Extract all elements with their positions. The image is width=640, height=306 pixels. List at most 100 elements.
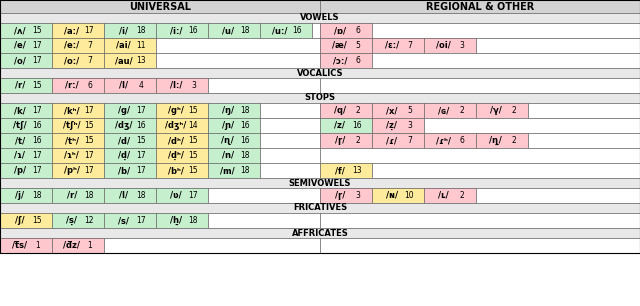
Bar — [320, 238, 640, 253]
Bar — [424, 103, 476, 118]
Text: /u:/: /u:/ — [272, 26, 287, 35]
Text: /ʟ/: /ʟ/ — [438, 191, 449, 200]
Text: 13: 13 — [353, 166, 362, 175]
Bar — [156, 188, 208, 203]
Text: SEMIVOWELS: SEMIVOWELS — [289, 178, 351, 188]
Bar — [0, 103, 52, 118]
Text: 11: 11 — [137, 41, 146, 50]
Text: 7: 7 — [87, 56, 92, 65]
Text: /f/: /f/ — [335, 166, 344, 175]
Text: 16: 16 — [241, 121, 250, 130]
Bar — [528, 103, 640, 118]
Bar — [104, 148, 156, 163]
Text: /e:/: /e:/ — [64, 41, 79, 50]
Text: 15: 15 — [33, 216, 42, 225]
Text: 17: 17 — [84, 106, 94, 115]
Text: 18: 18 — [241, 26, 250, 35]
Bar — [372, 38, 424, 53]
Text: /ẓ/: /ẓ/ — [387, 121, 397, 130]
Bar — [104, 133, 156, 148]
Text: 18: 18 — [137, 26, 146, 35]
Text: 17: 17 — [33, 166, 42, 175]
Text: 17: 17 — [33, 151, 42, 160]
Text: 7: 7 — [407, 41, 412, 50]
Bar — [476, 38, 640, 53]
Bar — [52, 133, 104, 148]
Text: /e/: /e/ — [14, 41, 26, 50]
Text: /l/: /l/ — [119, 191, 128, 200]
Text: /ɿ/: /ɿ/ — [14, 151, 25, 160]
Text: 6: 6 — [355, 56, 360, 65]
Text: /k/: /k/ — [14, 106, 26, 115]
Text: 6: 6 — [459, 136, 464, 145]
Text: /i:/: /i:/ — [170, 26, 182, 35]
Bar — [156, 213, 208, 228]
Bar — [156, 103, 208, 118]
Bar — [52, 163, 104, 178]
Text: /d̅z/: /d̅z/ — [63, 241, 80, 250]
Text: /dʰ/: /dʰ/ — [168, 136, 184, 145]
Text: 16: 16 — [353, 121, 362, 130]
Text: /o:/: /o:/ — [64, 56, 79, 65]
Text: 6: 6 — [355, 26, 360, 35]
Text: /kʰ/: /kʰ/ — [64, 106, 79, 115]
Text: /ṣ/: /ṣ/ — [67, 216, 77, 225]
Bar — [0, 178, 640, 188]
Text: 18: 18 — [241, 166, 250, 175]
Text: /ŋ/: /ŋ/ — [222, 106, 234, 115]
Text: 16: 16 — [292, 26, 302, 35]
Text: 17: 17 — [136, 106, 147, 115]
Bar — [372, 133, 424, 148]
Bar — [208, 103, 260, 118]
Bar — [372, 23, 640, 38]
Bar — [0, 213, 52, 228]
Bar — [104, 118, 156, 133]
Text: /ḍʰ/: /ḍʰ/ — [168, 151, 184, 160]
Text: 18: 18 — [189, 216, 198, 225]
Bar — [424, 133, 476, 148]
Text: /p/: /p/ — [14, 166, 26, 175]
Text: 17: 17 — [33, 41, 42, 50]
Bar — [424, 38, 476, 53]
Bar — [260, 103, 320, 118]
Text: /a:/: /a:/ — [64, 26, 79, 35]
Text: VOWELS: VOWELS — [300, 13, 340, 23]
Bar — [52, 78, 104, 93]
Bar — [372, 188, 424, 203]
Text: /r/: /r/ — [15, 81, 25, 90]
Text: 15: 15 — [189, 151, 198, 160]
Text: /ẖ/: /ẖ/ — [170, 216, 182, 225]
Bar — [320, 163, 372, 178]
Bar — [208, 163, 260, 178]
Text: 16: 16 — [136, 121, 147, 130]
Text: /n/: /n/ — [222, 151, 234, 160]
Text: 16: 16 — [241, 136, 250, 145]
Text: 15: 15 — [33, 81, 42, 90]
Bar — [372, 118, 424, 133]
Text: /dʒ/: /dʒ/ — [115, 121, 132, 130]
Bar — [0, 118, 52, 133]
Text: 16: 16 — [33, 121, 42, 130]
Text: REGIONAL & OTHER: REGIONAL & OTHER — [426, 2, 534, 12]
Text: 7: 7 — [87, 41, 92, 50]
Text: 2: 2 — [355, 106, 360, 115]
Text: /oi/: /oi/ — [436, 41, 451, 50]
Text: /ɲ/: /ɲ/ — [222, 121, 234, 130]
Text: /ɳ̱/: /ɳ̱/ — [490, 136, 502, 145]
Text: AFFRICATES: AFFRICATES — [292, 229, 348, 237]
Text: /ɳ/: /ɳ/ — [221, 136, 234, 145]
Bar — [52, 238, 104, 253]
Text: 5: 5 — [355, 41, 360, 50]
Text: 17: 17 — [136, 166, 147, 175]
Text: 17: 17 — [84, 166, 94, 175]
Text: /pʰ/: /pʰ/ — [64, 166, 80, 175]
Bar — [320, 103, 372, 118]
Bar — [260, 148, 320, 163]
Bar — [0, 0, 320, 13]
Bar — [320, 78, 640, 93]
Bar — [104, 38, 156, 53]
Bar — [0, 53, 52, 68]
Text: /ɿʰ/: /ɿʰ/ — [65, 151, 79, 160]
Bar — [156, 53, 320, 68]
Bar — [476, 103, 528, 118]
